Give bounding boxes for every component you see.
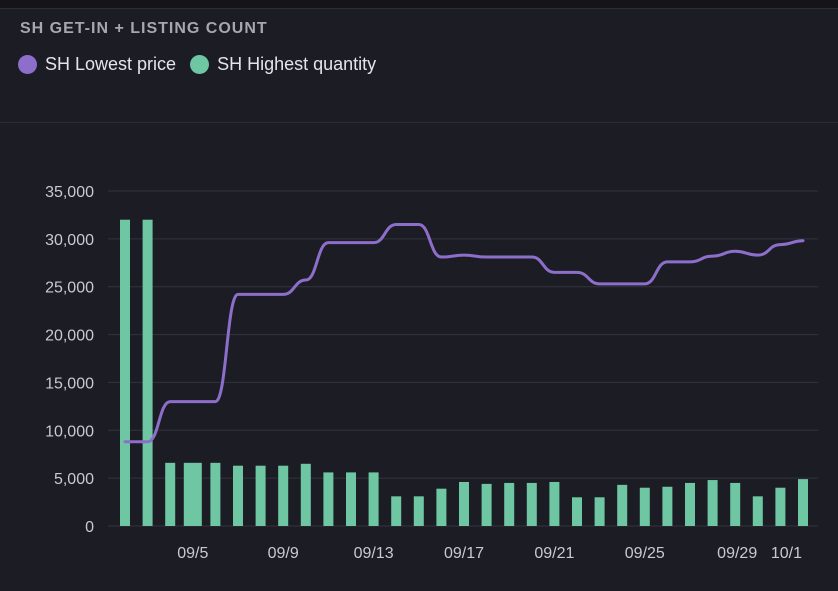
- bar: [527, 483, 537, 526]
- bar: [798, 479, 808, 526]
- bar: [504, 483, 514, 526]
- bar: [414, 496, 424, 526]
- bar: [685, 483, 695, 526]
- y-tick-label: 15,000: [45, 375, 94, 392]
- bar: [708, 480, 718, 526]
- bar: [775, 488, 785, 526]
- bar: [210, 463, 220, 526]
- series-line-lowest-price: [125, 225, 803, 442]
- x-tick-label: 09/21: [534, 545, 574, 562]
- bar: [549, 482, 559, 526]
- y-tick-label: 30,000: [45, 232, 94, 249]
- bar: [459, 482, 469, 526]
- bar: [482, 484, 492, 526]
- x-tick-label: 09/25: [625, 545, 665, 562]
- bar: [165, 463, 175, 526]
- bar: [572, 497, 582, 526]
- bar: [730, 483, 740, 526]
- bar: [278, 466, 288, 526]
- bar: [301, 464, 311, 526]
- x-tick-label: 09/29: [717, 545, 757, 562]
- bar: [143, 220, 153, 526]
- bar: [346, 472, 356, 526]
- bar: [391, 496, 401, 526]
- y-tick-label: 35,000: [45, 184, 94, 201]
- bar: [753, 496, 763, 526]
- x-tick-label: 09/9: [268, 545, 299, 562]
- bar: [120, 220, 130, 526]
- x-tick-label: 09/13: [354, 545, 394, 562]
- bar: [640, 488, 650, 526]
- y-tick-label: 10,000: [45, 423, 94, 440]
- y-tick-label: 0: [85, 519, 94, 536]
- bar: [436, 489, 446, 526]
- y-tick-label: 5,000: [54, 471, 94, 488]
- y-tick-label: 20,000: [45, 328, 94, 345]
- bar: [233, 466, 243, 526]
- y-tick-label: 25,000: [45, 280, 94, 297]
- x-tick-label: 10/1: [771, 545, 802, 562]
- x-tick-label: 09/17: [444, 545, 484, 562]
- bar: [184, 463, 202, 526]
- bar: [595, 497, 605, 526]
- bar: [323, 472, 333, 526]
- bar: [256, 466, 266, 526]
- bar: [369, 472, 379, 526]
- bar: [662, 487, 672, 526]
- bar: [617, 485, 627, 526]
- x-tick-label: 09/5: [177, 545, 208, 562]
